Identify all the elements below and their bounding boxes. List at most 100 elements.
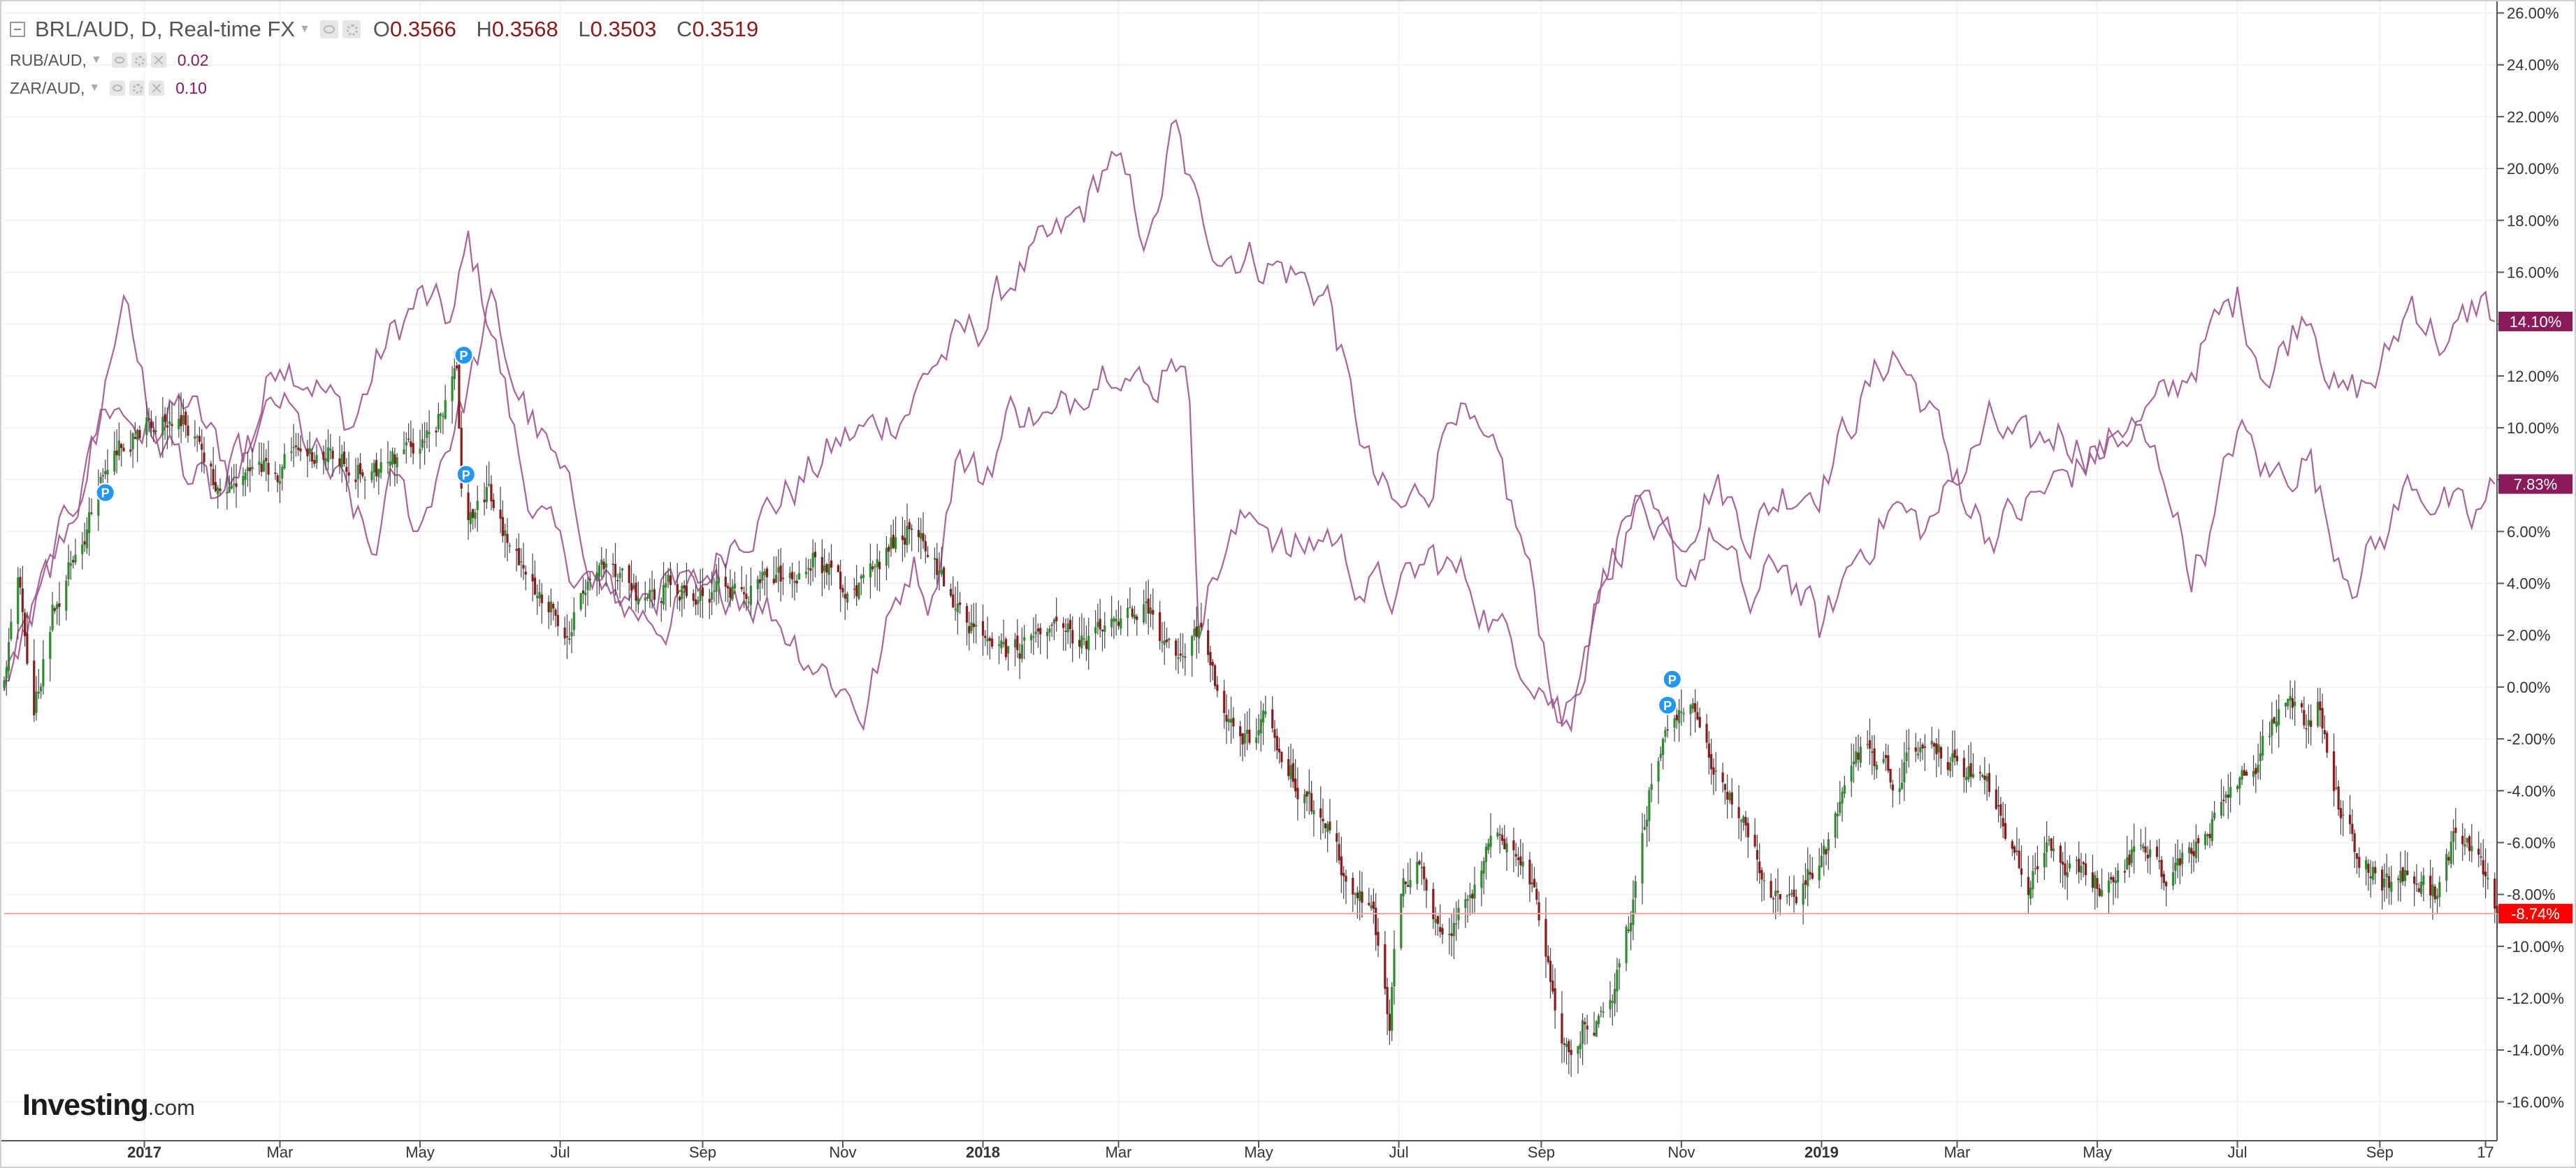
- candle-body: [1370, 905, 1373, 909]
- candle-body: [1802, 883, 1804, 905]
- candle-body: [1528, 860, 1531, 885]
- candle-body: [115, 450, 118, 456]
- candle-body: [612, 563, 614, 565]
- candle-body: [1289, 765, 1292, 779]
- eye-icon[interactable]: [319, 20, 338, 38]
- candle-body: [1113, 618, 1115, 622]
- candle-body: [393, 454, 396, 464]
- candle-body: [2337, 786, 2340, 810]
- collapse-legend-icon[interactable]: [10, 22, 25, 37]
- y-tick-label: 16.00%: [2507, 264, 2559, 281]
- candle-body: [1322, 819, 1324, 822]
- close-icon[interactable]: [150, 52, 166, 68]
- candle-body: [759, 579, 762, 584]
- candle-body: [644, 597, 646, 600]
- candle-body: [1763, 880, 1765, 881]
- candle-body: [1013, 639, 1017, 648]
- candle-body: [370, 471, 373, 480]
- candle-body: [1753, 835, 1756, 846]
- candle-body: [308, 448, 311, 454]
- candle-body: [683, 585, 686, 589]
- candle-body: [428, 432, 430, 434]
- candle-body: [2300, 703, 2303, 707]
- candle-body: [2052, 848, 2055, 851]
- eye-icon[interactable]: [111, 52, 127, 68]
- candle-body: [1586, 1025, 1589, 1030]
- candle-body: [1737, 807, 1740, 819]
- candle-body: [322, 452, 325, 460]
- candle-body: [540, 594, 543, 603]
- chart-legend: BRL/AUD, D, Real-time FX ▼ O0.3566 H0.35…: [10, 13, 772, 102]
- candle-body: [2278, 709, 2280, 726]
- candle-body: [1662, 739, 1665, 756]
- candle-body: [2262, 735, 2264, 756]
- candle-body: [451, 376, 454, 401]
- eye-icon[interactable]: [110, 80, 126, 96]
- candle-body: [2048, 839, 2050, 841]
- gear-icon[interactable]: [342, 20, 361, 38]
- candle-body: [793, 580, 796, 583]
- chevron-down-icon[interactable]: ▼: [90, 54, 102, 66]
- candle-body: [1827, 839, 1830, 851]
- candle-body: [180, 414, 182, 426]
- candle-body: [72, 560, 75, 563]
- candle-body: [389, 461, 391, 466]
- candle-body: [1319, 808, 1322, 818]
- main-symbol[interactable]: BRL/AUD, D, Real-time FX: [35, 17, 296, 41]
- candle-body: [501, 517, 504, 536]
- candle-body: [920, 533, 922, 539]
- candle-body: [1790, 893, 1793, 895]
- candle-body: [1721, 772, 1724, 783]
- candle-body: [292, 447, 295, 449]
- candle-body: [1287, 759, 1290, 777]
- candle-body: [375, 460, 378, 477]
- candle-body: [1069, 619, 1072, 630]
- candle-body: [1439, 927, 1442, 932]
- candle-body: [1818, 865, 1821, 881]
- candle-body: [733, 584, 737, 589]
- candle-body: [943, 567, 946, 586]
- candle-body: [331, 450, 334, 459]
- candle-body: [1418, 860, 1421, 865]
- candle-body: [1402, 878, 1405, 897]
- candle-body: [1207, 630, 1210, 656]
- close-icon[interactable]: [149, 80, 165, 96]
- candle-body: [2413, 876, 2416, 884]
- candle-body: [1825, 849, 1828, 855]
- candle-body: [2050, 838, 2053, 851]
- compare-symbol[interactable]: RUB/AUD,: [10, 50, 87, 69]
- chevron-down-icon[interactable]: ▼: [299, 23, 310, 35]
- candle-body: [1071, 630, 1074, 644]
- y-tick-label: -10.00%: [2507, 938, 2564, 956]
- candle-body: [2450, 842, 2452, 864]
- candle-body: [949, 589, 953, 596]
- candle-body: [1705, 723, 1708, 743]
- candle-body: [2229, 786, 2232, 798]
- candle-body: [761, 572, 764, 581]
- gear-icon[interactable]: [129, 80, 145, 96]
- gear-icon[interactable]: [131, 52, 147, 68]
- compare-symbol[interactable]: ZAR/AUD,: [10, 78, 85, 97]
- candle-body: [145, 417, 148, 435]
- candle-body: [1629, 923, 1633, 932]
- candle-body: [533, 577, 537, 595]
- candle-body: [2036, 866, 2039, 870]
- candle-body: [147, 417, 150, 419]
- y-tick-label: -14.00%: [2507, 1041, 2564, 1059]
- candle-body: [1756, 850, 1759, 860]
- candle-body: [1450, 933, 1453, 937]
- candle-body: [1213, 665, 1217, 686]
- candle-body: [959, 603, 962, 605]
- candle-body: [426, 430, 428, 438]
- marker-label: P: [1663, 699, 1672, 713]
- candle-body: [692, 593, 695, 601]
- y-tick-label: -4.00%: [2507, 782, 2556, 800]
- candle-body: [2213, 812, 2216, 819]
- chevron-down-icon[interactable]: ▼: [89, 82, 101, 94]
- candle-body: [1184, 656, 1187, 658]
- compare-value: 0.10: [175, 78, 207, 97]
- candle-body: [1903, 762, 1906, 783]
- candle-body: [972, 623, 975, 628]
